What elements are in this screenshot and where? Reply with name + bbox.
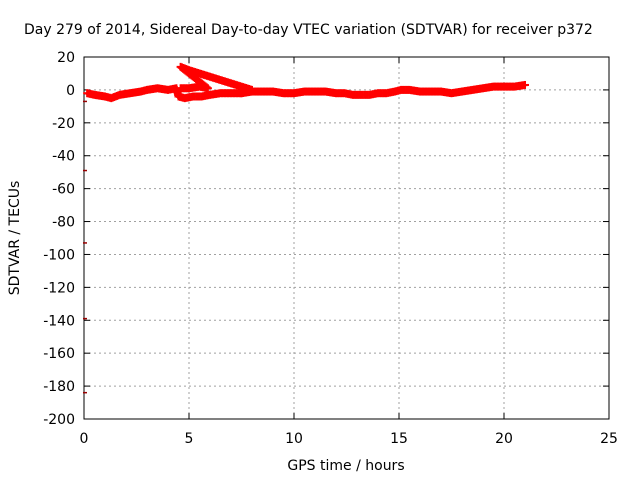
y-tick-label: -80 bbox=[52, 215, 75, 231]
grid bbox=[84, 57, 609, 419]
edge-marks bbox=[83, 100, 87, 394]
y-tick-label: -40 bbox=[52, 149, 75, 165]
y-tick-label: -160 bbox=[43, 346, 75, 362]
x-tick-label: 15 bbox=[390, 431, 408, 447]
y-tick-label: -20 bbox=[52, 116, 75, 132]
y-tick-label: 0 bbox=[66, 83, 75, 99]
plot-frame bbox=[83, 56, 610, 420]
y-axis-label: SDTVAR / TECUs bbox=[7, 181, 23, 296]
x-tick-label: 25 bbox=[600, 431, 618, 447]
data-point bbox=[521, 80, 529, 89]
y-tick-label: -60 bbox=[52, 182, 75, 198]
x-axis-label: GPS time / hours bbox=[287, 458, 404, 474]
x-tick-label: 10 bbox=[285, 431, 303, 447]
x-tick-label: 0 bbox=[80, 431, 89, 447]
y-tick-label: -180 bbox=[43, 379, 75, 395]
y-tick-label: -200 bbox=[43, 412, 75, 428]
x-tick-label: 20 bbox=[495, 431, 513, 447]
series-sdtvar bbox=[83, 62, 529, 103]
y-tick-label: -120 bbox=[43, 280, 75, 296]
y-tick-label: 20 bbox=[57, 50, 75, 66]
x-tick-label: 5 bbox=[185, 431, 194, 447]
x-axis: 0 5 10 15 20 25 bbox=[80, 57, 618, 447]
chart-title: Day 279 of 2014, Sidereal Day-to-day VTE… bbox=[24, 22, 593, 38]
y-axis: 20 0 -20 -40 -60 -80 -100 -120 -140 -160 -180 -200 bbox=[43, 50, 609, 428]
y-tick-label: -140 bbox=[43, 313, 75, 329]
y-tick-label: -100 bbox=[43, 247, 75, 263]
